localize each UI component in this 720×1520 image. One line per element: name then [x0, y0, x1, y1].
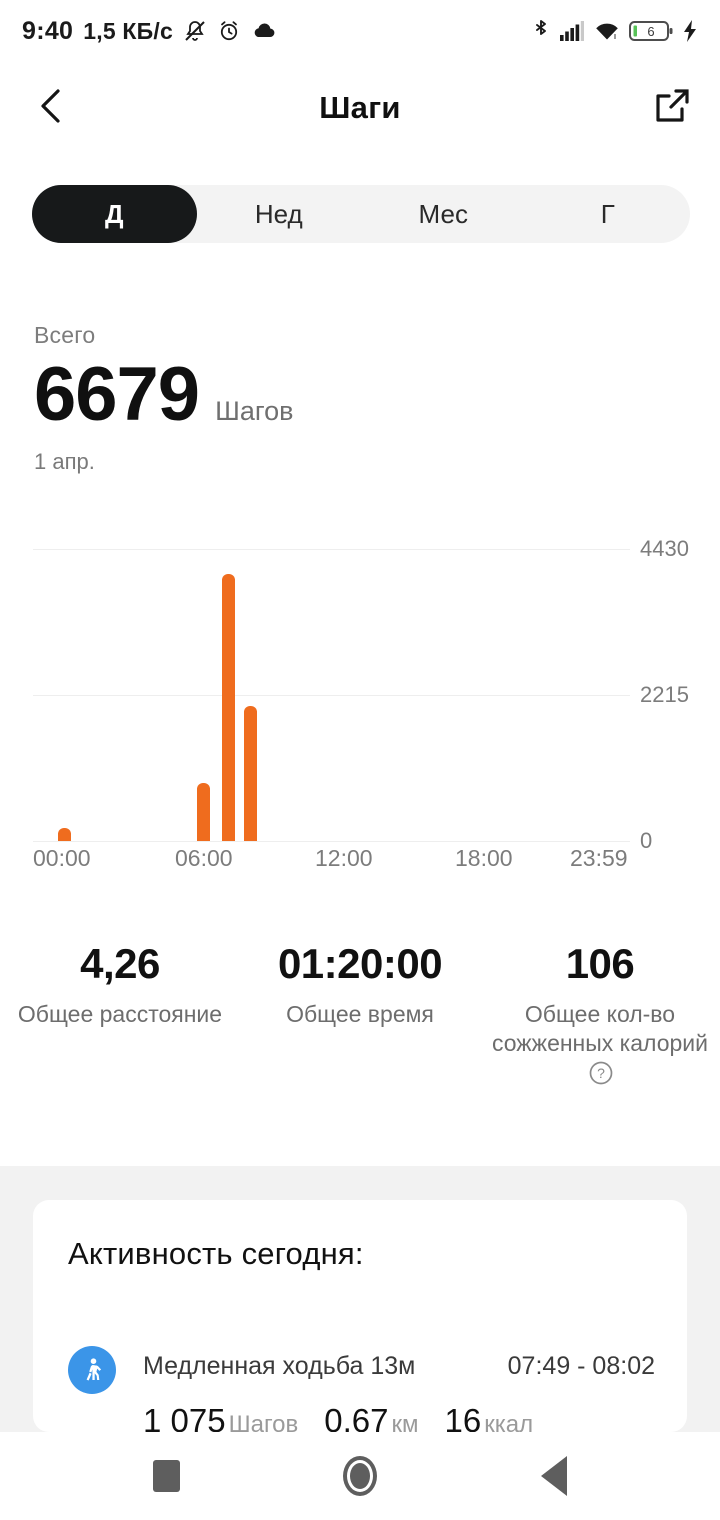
- stat-distance: 4,26 Общее расстояние: [0, 940, 240, 1093]
- status-bar: 9:40 1,5 КБ/с: [0, 0, 720, 62]
- chart-bar[interactable]: [197, 783, 211, 841]
- page-title: Шаги: [319, 90, 401, 125]
- chart-plot-area: [33, 549, 630, 842]
- battery-level-text: 6: [647, 24, 654, 39]
- chart-bar[interactable]: [244, 705, 258, 841]
- chart-x-tick-label: 23:59: [570, 845, 628, 871]
- tab-month[interactable]: Мес: [361, 185, 526, 243]
- battery-icon: 6: [629, 19, 673, 43]
- activity-time-range: 07:49 - 08:02: [507, 1352, 655, 1380]
- stat-time: 01:20:00 Общее время: [240, 940, 480, 1093]
- bell-muted-icon: [183, 19, 207, 43]
- chart-x-tick-label: 06:00: [175, 845, 233, 871]
- chart-x-tick-label: 00:00: [33, 845, 91, 871]
- chart-x-tick-label: 18:00: [455, 845, 513, 871]
- app-header: Шаги: [0, 62, 720, 154]
- chart-gridline: [33, 695, 630, 696]
- stat-calories-label: Общее кол-во сожженных калорий?: [488, 1000, 712, 1093]
- wifi-icon: [594, 20, 620, 42]
- tab-year[interactable]: Г: [526, 185, 691, 243]
- chart-y-tick-label: 0: [640, 828, 653, 853]
- stat-calories-label-text: Общее кол-во сожженных калорий: [492, 1001, 708, 1057]
- chart-x-tick-label: 12:00: [315, 845, 373, 871]
- cellular-signal-icon: [559, 20, 585, 42]
- tab-week[interactable]: Нед: [197, 185, 362, 243]
- status-time: 9:40: [22, 16, 74, 45]
- android-nav-bar: [0, 1432, 720, 1520]
- chevron-left-icon: [36, 87, 68, 130]
- bluetooth-icon: [532, 18, 550, 44]
- circle-icon: [343, 1456, 377, 1496]
- svg-text:?: ?: [597, 1065, 605, 1081]
- tab-year-label: Г: [600, 198, 615, 229]
- activity-name: Медленная ходьба 13м: [143, 1352, 416, 1380]
- recents-button[interactable]: [134, 1444, 198, 1508]
- cloud-icon: [251, 21, 277, 41]
- network-speed-text: 1,5 КБ/с: [83, 17, 173, 44]
- chart-bar[interactable]: [222, 574, 236, 841]
- summary-label: Всего: [34, 322, 96, 348]
- back-nav-button[interactable]: [522, 1444, 586, 1508]
- stat-calories-value: 106: [565, 940, 635, 987]
- activity-card-title: Активность сегодня:: [68, 1236, 364, 1271]
- chart-bar[interactable]: [57, 828, 71, 841]
- tab-day-label: Д: [104, 198, 124, 229]
- alarm-clock-icon: [217, 19, 241, 43]
- chart-gridline: [33, 549, 630, 550]
- triangle-left-icon: [541, 1456, 567, 1496]
- stat-distance-value: 4,26: [80, 940, 160, 987]
- chart-gridline: [33, 841, 630, 842]
- back-button[interactable]: [26, 82, 78, 134]
- summary-date: 1 апр.: [34, 448, 95, 474]
- tab-month-label: Мес: [418, 198, 468, 229]
- period-tab-bar: Д Нед Мес Г: [32, 185, 690, 243]
- stats-row: 4,26 Общее расстояние 01:20:00 Общее вре…: [0, 940, 720, 1093]
- tab-week-label: Нед: [254, 198, 303, 229]
- steps-bar-chart[interactable]: 0 2215 4430 00:00 06:00 12:00 18:00 23:59: [0, 530, 720, 890]
- summary-unit: Шагов: [215, 396, 294, 426]
- summary-block: Всего 6679 Шагов 1 апр.: [34, 322, 684, 475]
- walking-person-icon: [68, 1346, 116, 1394]
- chart-y-tick-label: 2215: [640, 682, 689, 707]
- share-button[interactable]: [648, 84, 696, 132]
- chart-y-tick-label: 4430: [640, 536, 689, 561]
- help-circle-icon[interactable]: ?: [588, 1060, 614, 1093]
- stat-calories: 106 Общее кол-во сожженных калорий?: [480, 940, 720, 1093]
- activity-card[interactable]: Активность сегодня: Медленная ходьба 13м…: [33, 1200, 687, 1439]
- tab-day[interactable]: Д: [32, 185, 197, 243]
- stat-time-label: Общее время: [286, 1001, 434, 1027]
- stat-time-value: 01:20:00: [277, 940, 443, 987]
- summary-value: 6679: [34, 352, 200, 437]
- stat-distance-label: Общее расстояние: [17, 1001, 223, 1027]
- square-icon: [152, 1460, 180, 1492]
- charging-bolt-icon: [682, 19, 698, 43]
- share-external-icon: [652, 86, 692, 131]
- home-button[interactable]: [328, 1444, 392, 1508]
